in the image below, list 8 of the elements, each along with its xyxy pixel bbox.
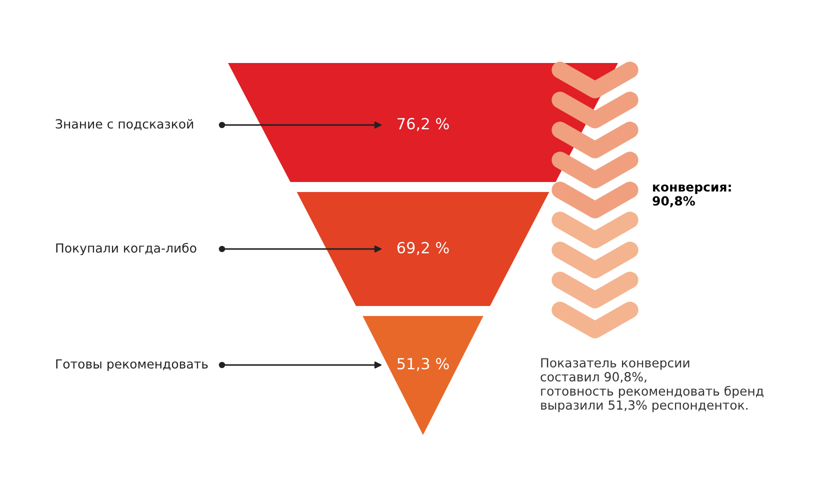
text: конверсия: 90,8% bbox=[652, 184, 731, 208]
data-label: 76,2 % bbox=[398, 118, 449, 131]
category-label: Покупали когда-либо bbox=[56, 242, 196, 256]
category-label: Знание с подсказкой bbox=[56, 119, 194, 130]
data-label: 69,2 % bbox=[397, 242, 449, 255]
data-label: 51,3 % bbox=[397, 358, 449, 371]
category-label: Готовы рекомендовать bbox=[56, 359, 208, 372]
text: Показатель конверсии составил 90,8%, готовность рекомендовать бренд выразили 51,3% респонденток. bbox=[540, 358, 764, 412]
